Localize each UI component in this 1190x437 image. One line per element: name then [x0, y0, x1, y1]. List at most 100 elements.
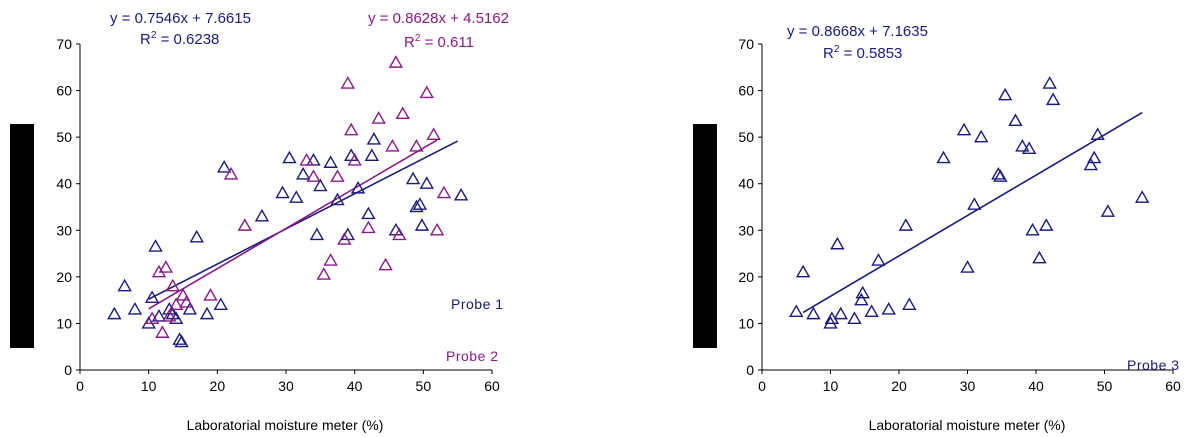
y-tick-label: 30 — [738, 222, 754, 238]
x-tick-label: 0 — [758, 378, 766, 394]
data-point-probe-2 — [426, 127, 441, 141]
y-tick-label: 60 — [56, 83, 72, 99]
r2-value: = 0.6238 — [156, 31, 219, 48]
data-point-probe-2 — [316, 267, 331, 280]
data-point-probe-3 — [789, 304, 804, 317]
chart-2-label-probe3: Probe 3 — [1127, 357, 1180, 373]
data-point-probe-3 — [855, 285, 870, 299]
x-tick-label: 60 — [1165, 378, 1181, 394]
chart-2-points — [789, 76, 1150, 329]
chart-1-r2-probe1: R2 = 0.6238 — [140, 30, 219, 48]
data-point-probe-2 — [429, 222, 445, 236]
trendline-probe-3 — [802, 111, 1143, 314]
data-point-probe-3 — [1042, 76, 1057, 89]
y-tick-label: 30 — [56, 222, 72, 238]
data-point-probe-1 — [366, 132, 382, 145]
y-tick-label: 50 — [738, 129, 754, 145]
data-point-probe-1 — [127, 302, 143, 315]
data-point-probe-3 — [902, 297, 917, 310]
data-point-probe-1 — [453, 187, 469, 201]
y-tick-label: 50 — [56, 129, 72, 145]
data-point-probe-2 — [436, 185, 452, 199]
x-tick-label: 0 — [76, 378, 84, 394]
data-point-probe-2 — [392, 227, 407, 241]
data-point-probe-3 — [960, 260, 975, 273]
data-point-probe-2 — [337, 232, 352, 245]
y-tick-label: 20 — [738, 269, 754, 285]
chart-1-y-axis: 0 10 20 30 40 50 60 70 — [56, 36, 81, 378]
data-point-probe-2 — [168, 297, 184, 310]
data-point-probe-3 — [1100, 204, 1116, 217]
data-point-probe-1 — [275, 185, 290, 199]
data-point-probe-3 — [1090, 127, 1105, 141]
data-point-probe-1 — [117, 278, 132, 292]
data-point-probe-1 — [330, 192, 345, 206]
chart-1-r2-probe2: R2 = 0.611 — [404, 33, 474, 51]
data-point-probe-3 — [1021, 141, 1037, 154]
data-point-probe-2 — [330, 169, 345, 182]
data-point-probe-2 — [223, 166, 239, 180]
data-point-probe-3 — [956, 122, 972, 136]
data-point-probe-2 — [371, 111, 386, 124]
chart-1: 0 10 20 30 40 50 60 70 0 10 20 30 40 50 60 Laboratori… — [56, 10, 509, 433]
x-tick-label: 40 — [347, 378, 363, 394]
data-point-probe-3 — [1087, 150, 1102, 164]
x-tick-label: 20 — [891, 378, 907, 394]
data-point-probe-3 — [795, 264, 811, 278]
data-point-probe-2 — [361, 220, 376, 234]
data-point-probe-2 — [347, 153, 362, 166]
x-tick-label: 30 — [960, 378, 976, 394]
data-point-probe-1 — [414, 218, 430, 231]
data-point-probe-1 — [144, 290, 160, 304]
x-tick-label: 10 — [141, 378, 157, 394]
data-point-probe-2 — [388, 55, 404, 68]
chart-1-label-probe2: Probe 2 — [446, 348, 499, 364]
x-tick-label: 30 — [278, 378, 294, 394]
data-point-probe-3 — [1045, 92, 1061, 106]
data-point-probe-2 — [306, 169, 321, 182]
data-point-probe-1 — [350, 180, 366, 194]
data-point-probe-2 — [409, 139, 424, 152]
left-black-bar — [10, 124, 34, 348]
data-point-probe-3 — [1025, 222, 1040, 236]
data-point-probe-3 — [1015, 139, 1030, 152]
data-point-probe-3 — [871, 253, 886, 266]
chart-1-eq-probe1: y = 0.7546x + 7.6615 — [110, 10, 251, 27]
trendline-probe-1 — [148, 140, 459, 300]
data-point-probe-1 — [148, 239, 163, 252]
data-point-probe-3 — [847, 311, 862, 324]
data-point-probe-1 — [412, 197, 428, 210]
chart-1-trendlines — [148, 139, 459, 310]
data-point-probe-1 — [189, 229, 204, 243]
data-point-probe-3 — [993, 169, 1008, 182]
data-point-probe-3 — [997, 87, 1013, 101]
data-point-probe-3 — [1039, 218, 1054, 231]
data-point-probe-2 — [165, 278, 180, 292]
data-point-probe-2 — [158, 260, 174, 273]
data-point-probe-2 — [162, 309, 177, 322]
right-black-bar — [693, 124, 717, 348]
r2-superscript: 2 — [834, 44, 840, 55]
r2-symbol: R — [404, 34, 415, 51]
data-point-probe-3 — [898, 218, 914, 231]
data-point-probe-1 — [419, 176, 434, 189]
data-point-probe-2 — [179, 295, 194, 308]
data-point-probe-1 — [174, 334, 189, 348]
data-point-probe-1 — [289, 190, 304, 203]
y-tick-label: 70 — [738, 36, 754, 52]
y-tick-label: 10 — [56, 315, 72, 331]
data-point-probe-3 — [1134, 190, 1150, 203]
y-tick-label: 40 — [56, 176, 72, 192]
data-point-probe-1 — [254, 208, 270, 222]
trendline-probe-2 — [148, 139, 438, 310]
data-point-probe-3 — [1083, 157, 1099, 171]
data-point-probe-3 — [1032, 250, 1047, 264]
y-tick-label: 0 — [746, 362, 754, 378]
x-tick-label: 10 — [823, 378, 839, 394]
data-point-probe-1 — [216, 160, 232, 173]
y-tick-label: 10 — [738, 315, 754, 331]
chart-2-trendlines — [802, 111, 1143, 314]
chart-1-label-probe1: Probe 1 — [451, 296, 504, 312]
x-tick-label: 40 — [1028, 378, 1044, 394]
